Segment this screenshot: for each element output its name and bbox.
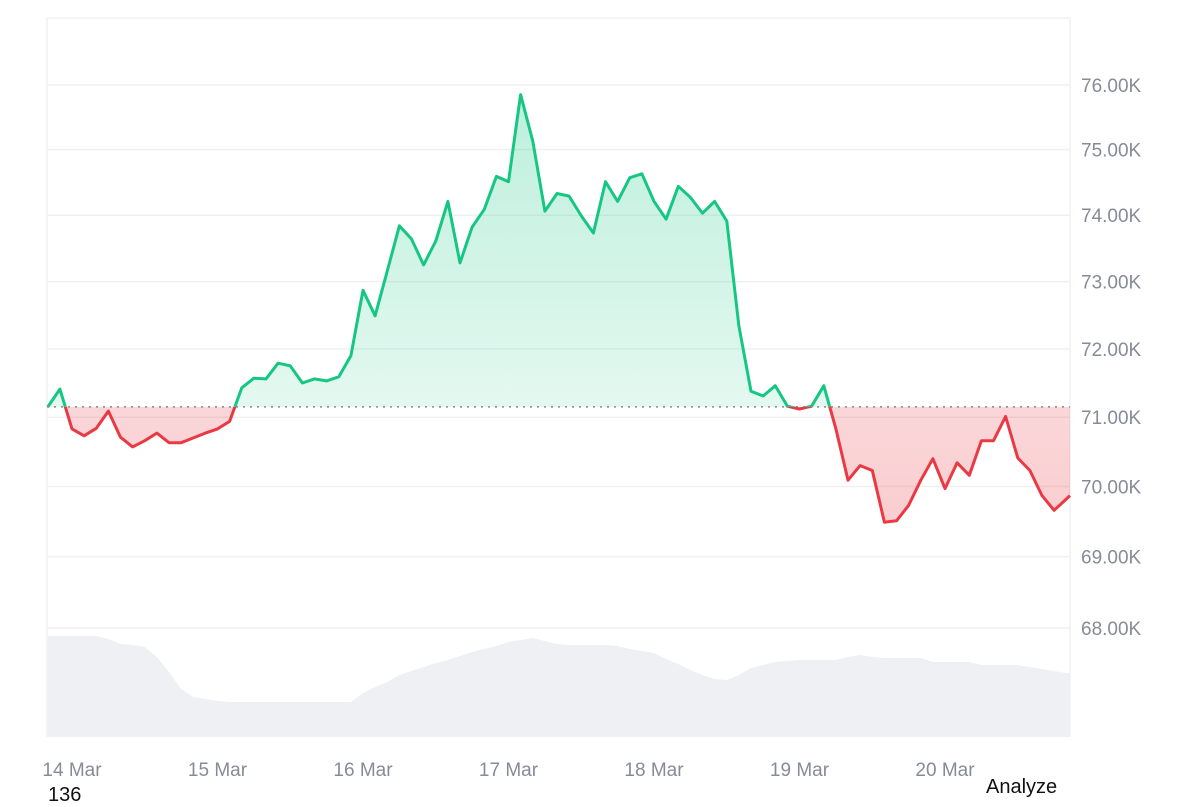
- y-tick-label: 70.00K: [1081, 477, 1142, 498]
- volume-area-shape: [47, 636, 1070, 737]
- y-tick-label: 73.00K: [1081, 273, 1142, 294]
- x-tick-label: 20 Mar: [915, 760, 975, 781]
- x-tick-label: 19 Mar: [770, 760, 830, 781]
- analyze-button[interactable]: Analyze: [986, 776, 1057, 799]
- y-tick-label: 76.00K: [1081, 76, 1142, 97]
- y-tick-label: 75.00K: [1081, 141, 1142, 162]
- x-tick-label: 18 Mar: [624, 760, 684, 781]
- price-fills: [47, 95, 1070, 523]
- overlay-left-text: 136: [48, 784, 81, 807]
- x-tick-label: 14 Mar: [42, 760, 102, 781]
- y-tick-label: 72.00K: [1081, 340, 1142, 361]
- y-tick-label: 69.00K: [1081, 548, 1142, 569]
- y-tick-label: 71.00K: [1081, 408, 1142, 429]
- y-tick-label: 74.00K: [1081, 206, 1142, 227]
- volume-area: [47, 636, 1070, 737]
- x-tick-label: 16 Mar: [333, 760, 393, 781]
- y-tick-label: 68.00K: [1081, 619, 1142, 640]
- y-axis: 68.00K 69.00K 70.00K 71.00K 72.00K 73.00K 74.0…: [1081, 76, 1142, 640]
- x-axis: 14 Mar 15 Mar 16 Mar 17 Mar 18 Mar 19 Mar 20 M…: [42, 760, 975, 781]
- x-tick-label: 15 Mar: [188, 760, 248, 781]
- x-tick-label: 17 Mar: [479, 760, 539, 781]
